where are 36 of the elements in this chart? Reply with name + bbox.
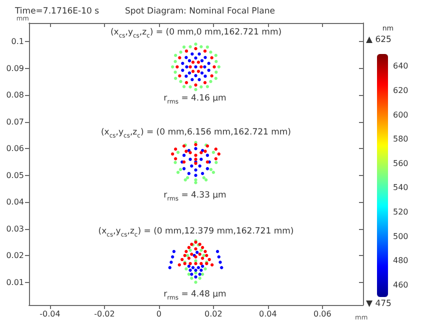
color-bar-label: 580: [393, 134, 408, 144]
y-tick-label: 0.04: [6, 198, 24, 207]
x-tick-label: 0.06: [314, 310, 332, 318]
y-tick-label: 0.01: [6, 278, 24, 287]
text: ▲ 625: [366, 35, 392, 45]
color-bar-label: 500: [393, 232, 408, 241]
color-bar-label: 600: [393, 110, 408, 120]
y-tick-label: 0.05: [6, 170, 24, 180]
y-tick-label: 0.03: [6, 224, 24, 234]
y-tick-label: 0.09: [6, 64, 24, 73]
color-bar-label: 540: [393, 183, 408, 192]
text: ▼ 475: [366, 299, 392, 309]
color-bar-label: 460: [393, 280, 408, 290]
color-bar-label: 480: [393, 256, 408, 266]
annotation: (x$_{cs}$,y$_{cs}$,z$_{c}$) = (0 mm,12.379 mm,162.721 mm): [98, 226, 294, 238]
color-bar-label: 560: [393, 158, 408, 168]
chart-subtitle: Time=7.1716E-10 s: [14, 6, 100, 16]
color-bar-label: 620: [393, 86, 408, 95]
x-tick-label: -0.02: [94, 310, 115, 318]
annotation: (x$_{cs}$,y$_{cs}$,z$_{c}$) = (0 mm,6.156 mm,162.721 mm): [100, 128, 292, 140]
annotation: r$_{rms}$ = 4.48 µm: [164, 290, 226, 302]
annotation: (x$_{cs}$,y$_{cs}$,z$_{c}$) = (0 mm,0 mm,162.721 mm): [110, 28, 282, 40]
y-tick-label: 0.02: [6, 251, 24, 260]
x-tick-label: 0.04: [259, 310, 277, 318]
x-tick-label: 0: [156, 310, 162, 318]
color-bar-label: 520: [393, 207, 408, 216]
y-tick-label: 0.1: [11, 37, 24, 46]
y-tick-label: 0.06: [6, 144, 24, 154]
x-tick-label: 0.02: [204, 310, 222, 318]
color-bar-label: 640: [393, 62, 408, 71]
chart-title: Spot Diagram: Nominal Focal Plane: [125, 6, 275, 16]
annotation: r$_{rms}$ = 4.16 µm: [164, 94, 226, 106]
y-tick-label: 0.08: [6, 90, 24, 100]
annotation: r$_{rms}$ = 4.33 µm: [164, 190, 226, 202]
x-tick-label: -0.04: [40, 310, 60, 318]
y-tick-label: 0.07: [6, 117, 24, 126]
